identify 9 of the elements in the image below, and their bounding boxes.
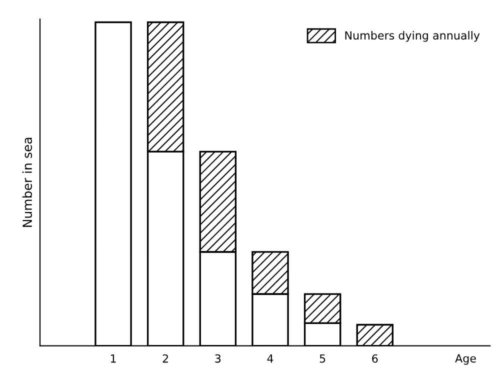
x-tick-label: 2: [162, 354, 168, 363]
x-tick-label: 4: [267, 354, 274, 363]
text: Age: [455, 354, 476, 365]
x-tick-label: 3: [215, 354, 221, 363]
legend-label: Numbers dying annually: [345, 31, 480, 42]
x-tick-label: 6: [372, 354, 378, 363]
y-axis-title: Number in sea: [22, 138, 32, 227]
x-tick-label: 5: [320, 354, 326, 363]
x-tick-label: 1: [110, 354, 116, 363]
